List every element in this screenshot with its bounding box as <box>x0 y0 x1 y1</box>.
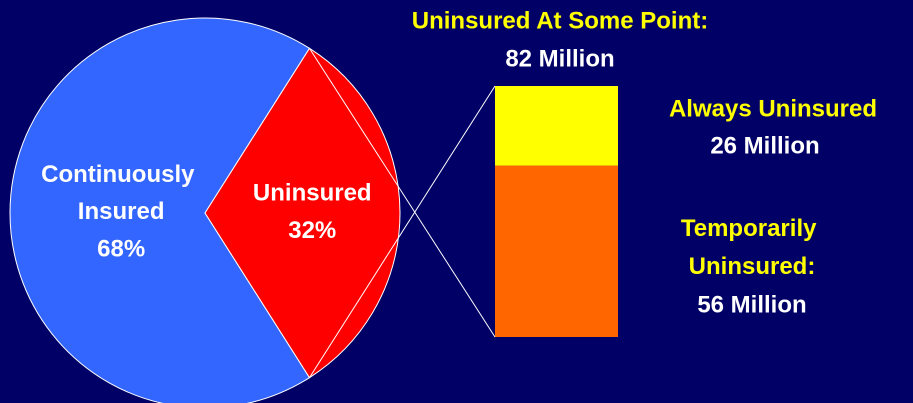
pie-slice <box>204 47 401 379</box>
slice-label: Uninsured <box>253 180 372 207</box>
slice-value-label: 68% <box>97 235 145 262</box>
bar-total-label: 82 Million <box>505 45 614 72</box>
slice-value-label: 32% <box>288 217 336 244</box>
connector-line <box>309 48 496 338</box>
slice-label: Continuously Insured <box>41 161 201 225</box>
pie-slice <box>9 17 311 403</box>
bar-segment <box>495 86 618 166</box>
connector-line <box>309 85 496 378</box>
bar-segment <box>495 165 618 337</box>
legend-label: Always Uninsured <box>669 95 877 122</box>
segment-value-label: 26 Million <box>710 132 819 159</box>
bar-title: Uninsured At Some Point: <box>412 7 708 34</box>
segment-value-label: 56 Million <box>697 291 806 318</box>
legend-label: Temporarily Uninsured: <box>681 215 823 280</box>
